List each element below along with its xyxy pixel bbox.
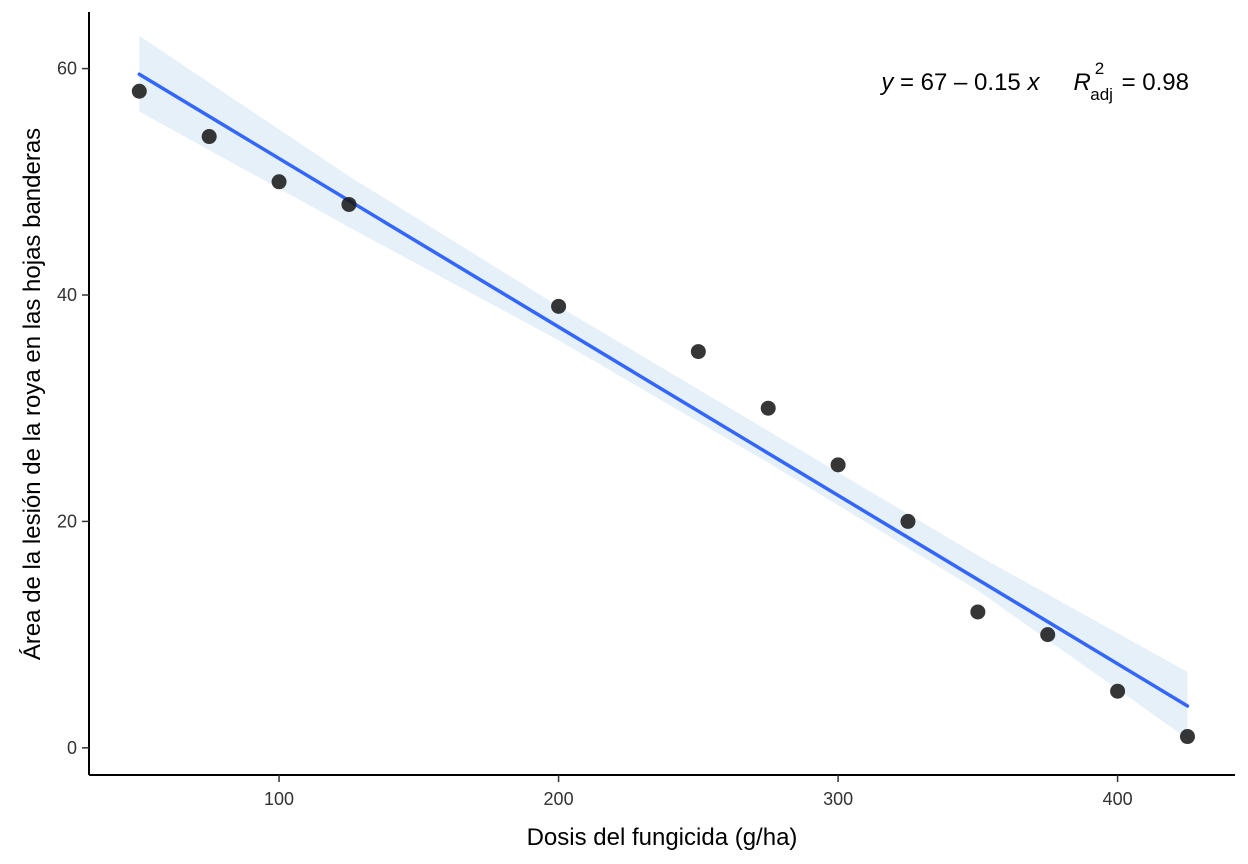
regression-line: [137, 72, 1190, 708]
y-ticks-layer: 0 20 40 60: [57, 59, 89, 758]
data-point: [690, 344, 706, 360]
regression-annotation: y = 67 – 0.15 x R2 adj = 0.98: [879, 59, 1189, 104]
annotation-r-sub: adj: [1090, 85, 1113, 104]
data-point: [1110, 683, 1126, 699]
annotation-r-symbol: R: [1073, 69, 1090, 96]
data-point: [1179, 729, 1195, 745]
annotation-y-var: y: [879, 69, 895, 96]
x-axis-title: Dosis del fungicida (g/ha): [527, 824, 798, 851]
data-point: [551, 298, 567, 314]
y-tick-label: 0: [67, 738, 77, 758]
annotation-r-value: = 0.98: [1115, 69, 1189, 96]
y-tick-label: 60: [57, 59, 77, 79]
annotation-r-sup: 2: [1095, 59, 1104, 78]
data-point: [271, 174, 287, 190]
y-tick-label: 40: [57, 285, 77, 305]
data-point: [900, 513, 916, 529]
data-point: [131, 83, 147, 99]
data-point: [760, 400, 776, 416]
confidence-band-layer: [139, 35, 1188, 739]
y-tick-label: 20: [57, 511, 77, 531]
scatter-points-layer: [131, 83, 1195, 745]
data-point: [830, 457, 846, 473]
data-point: [341, 196, 357, 212]
x-ticks-layer: 100 200 300 400: [264, 775, 1133, 809]
x-tick-label: 400: [1103, 789, 1133, 809]
data-point: [201, 129, 217, 145]
data-point: [1040, 627, 1056, 643]
x-tick-label: 300: [823, 789, 853, 809]
x-tick-label: 200: [544, 789, 574, 809]
regression-line-layer: [137, 72, 1190, 708]
y-axis-title: Área de la lesión de la roya en las hoja…: [19, 128, 46, 660]
annotation-x-var: x: [1026, 69, 1040, 96]
annotation-equation: = 67 – 0.15: [893, 69, 1027, 96]
data-point: [970, 604, 986, 620]
confidence-band: [139, 35, 1188, 739]
x-tick-label: 100: [264, 789, 294, 809]
